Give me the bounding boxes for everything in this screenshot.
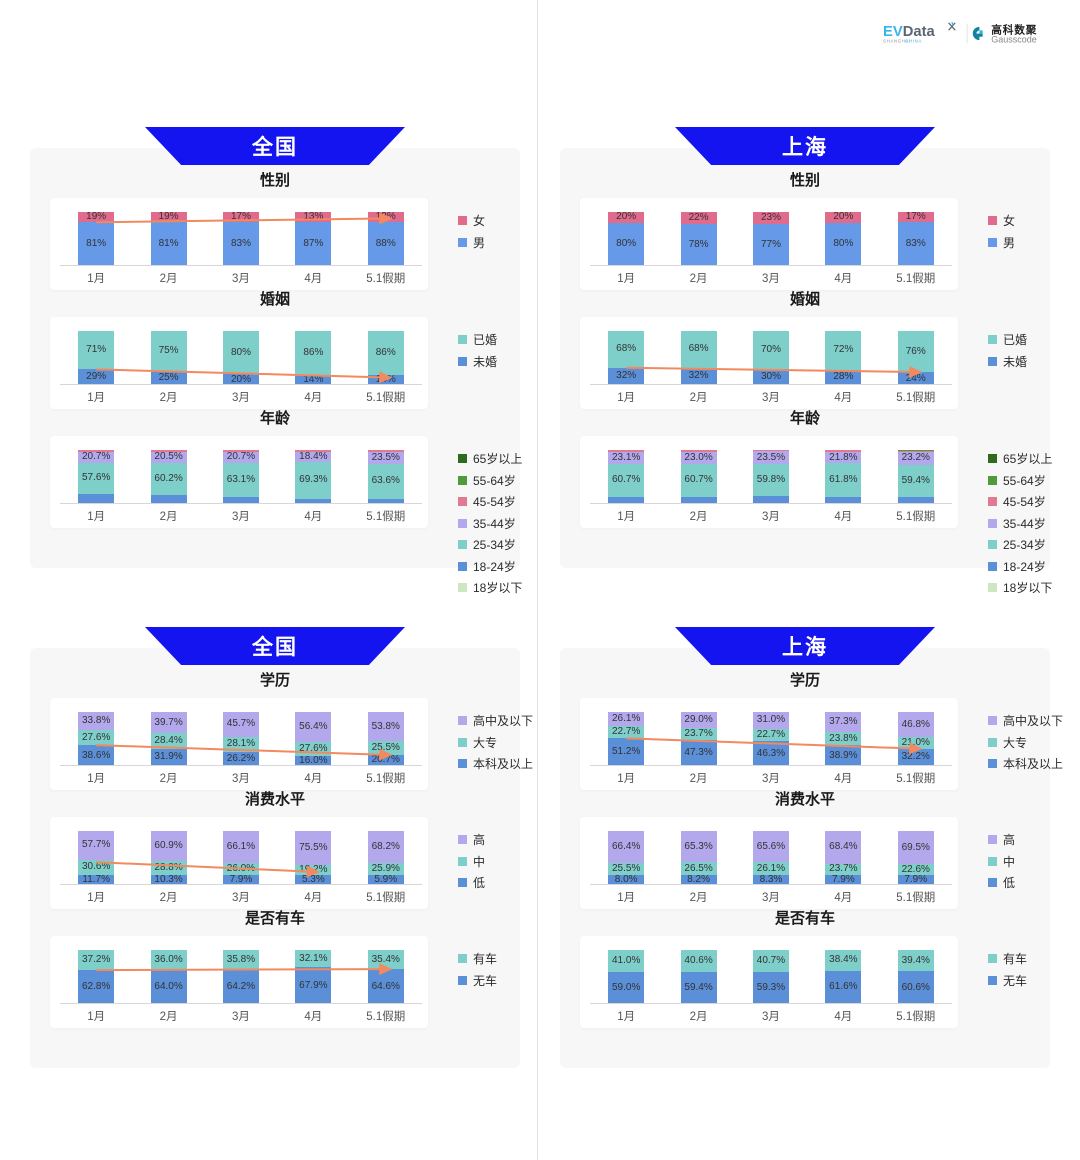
- svg-text:CHINA: CHINA: [905, 39, 922, 44]
- svg-text:Gausscode: Gausscode: [991, 35, 1037, 45]
